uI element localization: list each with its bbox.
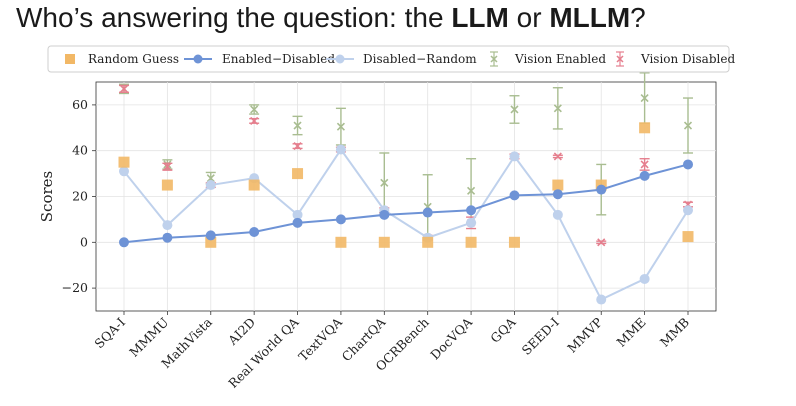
- random-guess-square: [292, 168, 304, 180]
- series-point: [162, 220, 173, 231]
- series-point: [466, 217, 477, 228]
- error-point-marker: [380, 178, 389, 187]
- series-point: [119, 237, 129, 248]
- series-line: [123, 163, 689, 244]
- error-point-marker: [163, 162, 172, 171]
- random-guess-square: [161, 179, 173, 191]
- error-point-marker: [250, 105, 259, 114]
- error-point-marker: [510, 105, 519, 114]
- x-tick-label: MMVP: [564, 315, 605, 356]
- error-point-marker: [293, 142, 302, 151]
- series-point: [683, 159, 693, 170]
- series-point: [162, 232, 173, 243]
- series-point: [596, 294, 607, 305]
- error-point-marker: [553, 104, 562, 113]
- legend-label: Random Guess: [88, 52, 179, 66]
- legend-marker: [335, 54, 345, 64]
- error-point-marker: [119, 84, 129, 93]
- error-point-marker: [467, 186, 476, 195]
- x-tick-label: TextVQA: [295, 314, 345, 364]
- y-axis-label: Scores: [38, 171, 56, 222]
- title-or: or: [508, 2, 550, 33]
- series-point: [335, 144, 346, 155]
- series-point: [205, 230, 216, 241]
- random-guess-square: [552, 179, 564, 191]
- x-tick-label: MMB: [657, 315, 692, 350]
- random-guess-square: [248, 179, 260, 191]
- x-tick-label: MME: [614, 315, 649, 350]
- error-point-marker: [640, 160, 649, 169]
- y-tick-label: 40: [72, 143, 88, 158]
- random-guess-square: [118, 156, 130, 168]
- random-guess-square: [639, 122, 651, 134]
- random-guess-square: [205, 236, 217, 248]
- title-prefix: Who’s answering the question: the: [16, 2, 452, 33]
- error-point-marker: [640, 93, 649, 103]
- x-tick-label: GQA: [487, 314, 519, 346]
- series-point: [292, 209, 303, 220]
- error-point-marker: [553, 152, 562, 161]
- legend-marker: [65, 54, 75, 64]
- series-point: [683, 205, 693, 216]
- series-point: [596, 184, 607, 195]
- y-tick-label: 20: [72, 189, 88, 204]
- series-point: [552, 189, 563, 200]
- series-point: [422, 207, 433, 218]
- series-point: [639, 170, 650, 181]
- random-guess-square: [378, 236, 390, 248]
- random-guess-square: [682, 231, 694, 243]
- error-point-marker: [683, 121, 693, 130]
- series-point: [205, 180, 216, 191]
- x-tick-label: SEED-I: [519, 314, 562, 357]
- legend-box: [47, 45, 730, 73]
- series-line: [123, 147, 689, 301]
- error-point-marker: [336, 122, 345, 131]
- legend-label: Enabled−Disabled: [222, 52, 335, 66]
- slide-title: Who’s answering the question: the LLM or…: [16, 2, 646, 34]
- series-point: [119, 166, 129, 177]
- series-point: [552, 209, 563, 220]
- random-guess-square: [465, 236, 477, 248]
- legend-marker: [490, 55, 498, 63]
- legend-label: Vision Disabled: [640, 52, 735, 66]
- legend-marker: [616, 55, 624, 63]
- series-point: [466, 205, 477, 216]
- random-guess-square: [335, 236, 347, 248]
- x-tick-label: SQA-I: [91, 314, 128, 351]
- title-suffix: ?: [630, 2, 646, 33]
- series-point: [292, 217, 303, 228]
- error-point-marker: [206, 174, 215, 183]
- legend-marker: [193, 54, 203, 64]
- series-point: [335, 214, 346, 225]
- x-tick-label: DocVQA: [427, 314, 476, 363]
- error-point-marker: [597, 238, 606, 247]
- y-tick-label: 0: [80, 234, 88, 249]
- random-guess-square: [508, 236, 520, 248]
- y-tick-label: −20: [62, 280, 88, 295]
- series-point: [509, 151, 520, 162]
- error-point-marker: [250, 116, 259, 125]
- title-mllm: MLLM: [549, 2, 631, 33]
- series-point: [639, 273, 650, 284]
- y-tick-label: 60: [72, 97, 88, 112]
- series-point: [249, 226, 260, 237]
- random-guess-square: [422, 236, 434, 248]
- x-tick-label: AI2D: [224, 315, 258, 349]
- series-point: [509, 190, 520, 201]
- error-point-marker: [293, 121, 302, 130]
- legend-label: Disabled−Random: [363, 52, 477, 66]
- legend-label: Vision Enabled: [514, 52, 606, 66]
- title-llm: LLM: [451, 2, 509, 33]
- series-point: [379, 209, 390, 220]
